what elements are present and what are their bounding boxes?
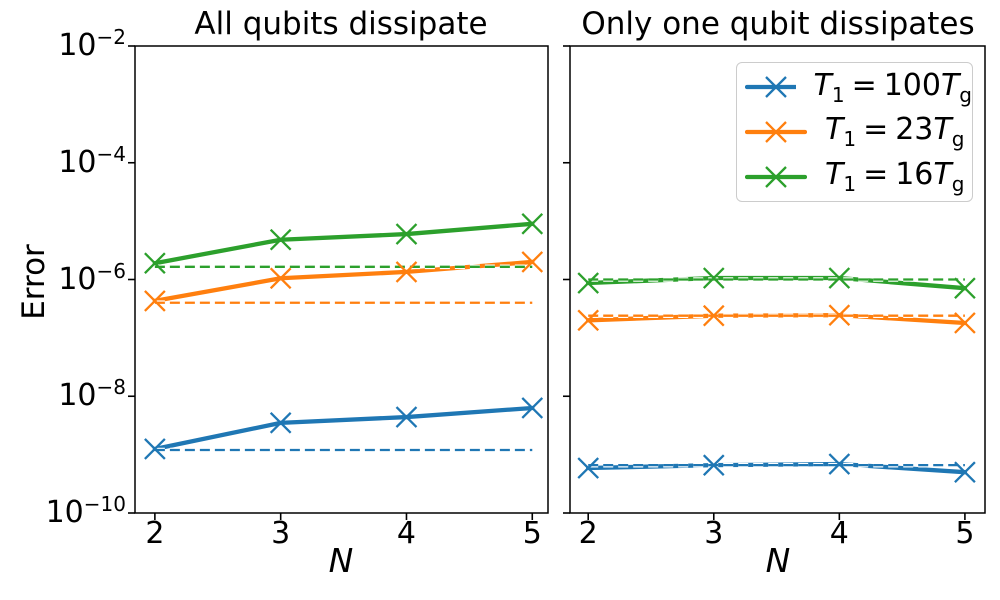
x-tick-label: 2 bbox=[578, 516, 598, 551]
data-point-marker bbox=[144, 438, 166, 460]
legend-line-sample bbox=[745, 76, 796, 99]
legend-label: T1 = 100Tg bbox=[813, 67, 973, 107]
data-point-marker bbox=[395, 261, 418, 283]
data-point-marker bbox=[828, 304, 851, 326]
data-point-marker bbox=[828, 453, 851, 475]
subplot-title-right: Only one qubit dissipates bbox=[581, 6, 975, 42]
series-line-0-0 bbox=[152, 405, 535, 452]
y-tick-label: 10−6 bbox=[58, 258, 126, 297]
y-tick-label: 10−4 bbox=[58, 141, 126, 180]
data-point-marker bbox=[954, 277, 976, 299]
data-point-marker bbox=[395, 223, 418, 245]
legend-line-sample bbox=[745, 165, 807, 188]
legend-entry: T1 = 16Tg bbox=[737, 155, 972, 199]
x-tick-label: 5 bbox=[522, 516, 542, 551]
data-point-marker bbox=[269, 412, 292, 434]
data-point-marker bbox=[521, 397, 544, 419]
data-point-marker bbox=[269, 267, 292, 290]
data-point-marker bbox=[702, 267, 725, 289]
legend-label: T1 = 16Tg bbox=[825, 157, 965, 197]
legend-marker-icon bbox=[765, 165, 787, 188]
x-tick-label: 4 bbox=[829, 516, 849, 551]
data-point-marker bbox=[828, 267, 851, 289]
x-axis-label-right: N bbox=[765, 541, 791, 580]
legend-entry: T1 = 23Tg bbox=[737, 110, 972, 154]
x-tick-label: 2 bbox=[145, 516, 165, 551]
data-point-marker bbox=[954, 312, 976, 334]
y-tick-label: 10−10 bbox=[45, 492, 126, 530]
y-tick-label: 10−8 bbox=[58, 375, 126, 414]
data-point-marker bbox=[702, 454, 725, 476]
legend-marker-icon bbox=[765, 76, 787, 99]
data-point-marker bbox=[269, 228, 292, 251]
data-point-marker bbox=[954, 461, 976, 484]
legend-entry: T1 = 100Tg bbox=[737, 65, 972, 109]
data-point-marker bbox=[144, 252, 166, 275]
data-point-marker bbox=[395, 406, 418, 428]
data-point-marker bbox=[577, 457, 600, 479]
plot-0-frame bbox=[134, 45, 549, 514]
subplot-title-left: All qubits dissipate bbox=[194, 6, 488, 42]
data-point-marker bbox=[144, 290, 166, 312]
data-point-marker bbox=[577, 272, 600, 294]
data-point-marker bbox=[521, 212, 544, 235]
data-point-marker bbox=[521, 251, 544, 273]
x-tick-label: 3 bbox=[271, 516, 291, 551]
x-tick-label: 3 bbox=[704, 516, 724, 551]
series-line-0-2 bbox=[152, 221, 535, 266]
x-tick-label: 4 bbox=[396, 516, 417, 551]
legend-line-sample bbox=[745, 121, 807, 143]
legend: T1 = 100Tg T1 = 23Tg T1 = 16Tg bbox=[736, 62, 973, 202]
data-point-marker bbox=[577, 309, 600, 332]
data-point-marker bbox=[702, 304, 725, 327]
legend-marker-icon bbox=[765, 121, 787, 143]
x-tick-label: 5 bbox=[955, 516, 975, 551]
series-line-0-1 bbox=[152, 259, 535, 304]
y-tick-label: 10−2 bbox=[58, 25, 126, 63]
legend-label: T1 = 23Tg bbox=[825, 112, 965, 152]
x-axis-label-left: N bbox=[328, 541, 354, 580]
